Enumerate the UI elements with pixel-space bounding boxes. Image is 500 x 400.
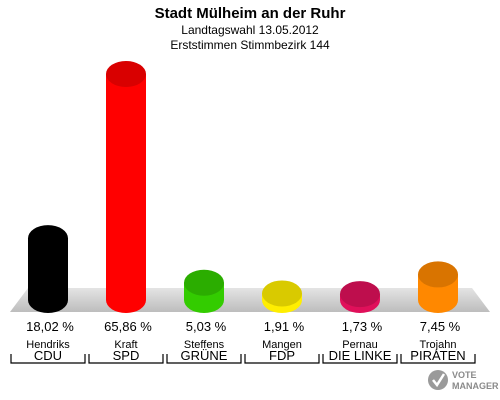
category-bracket xyxy=(88,354,164,364)
bar-cap xyxy=(28,225,68,252)
tick-label: FDP xyxy=(269,348,295,363)
category-bracket xyxy=(322,354,398,364)
bar-cap xyxy=(418,261,458,288)
bar-piraten xyxy=(418,261,458,313)
bar-die-linke xyxy=(340,281,380,313)
bar-cap xyxy=(262,280,302,307)
category-bracket xyxy=(400,354,476,364)
bars-group xyxy=(28,61,458,313)
tick-label: DIE LINKE xyxy=(329,348,392,363)
vote-manager-watermark: VOTE MANAGER xyxy=(428,370,499,391)
value-label: 5,03 % xyxy=(186,319,227,334)
value-label: 18,02 % xyxy=(26,319,74,334)
bar-body xyxy=(106,74,146,313)
candidate-label: Trojahn xyxy=(420,339,457,351)
tick-label: CDU xyxy=(34,348,62,363)
tick-label: SPD xyxy=(113,348,140,363)
watermark-vote: VOTE xyxy=(452,370,477,380)
bar-cap xyxy=(184,269,224,296)
value-label: 7,45 % xyxy=(420,319,461,334)
value-label: 1,91 % xyxy=(264,319,305,334)
chart-subtitle-date: Landtagswahl 13.05.2012 xyxy=(181,23,319,37)
chart-subtitle-district: Erststimmen Stimmbezirk 144 xyxy=(170,38,330,52)
bar-grüne xyxy=(184,269,224,313)
chart-title: Stadt Mülheim an der Ruhr xyxy=(155,5,346,22)
candidate-label: Pernau xyxy=(342,339,377,351)
candidate-label: Mangen xyxy=(262,339,302,351)
tick-label: PIRATEN xyxy=(410,348,465,363)
bar-cap xyxy=(340,281,380,308)
bar-cap xyxy=(106,61,146,87)
category-bracket xyxy=(166,354,242,364)
watermark-manager: MANAGER xyxy=(452,381,499,391)
candidate-label: Kraft xyxy=(114,339,137,351)
value-label: 1,73 % xyxy=(342,319,383,334)
category-bracket xyxy=(10,354,86,364)
bar-cdu xyxy=(28,225,68,313)
candidate-label: Hendriks xyxy=(26,339,70,351)
value-label: 65,86 % xyxy=(104,319,152,334)
bar-fdp xyxy=(262,280,302,313)
bar-spd xyxy=(106,61,146,313)
vote-check-icon xyxy=(428,370,448,390)
candidate-label: Steffens xyxy=(184,339,225,351)
bar-body xyxy=(28,238,68,313)
tick-label: GRÜNE xyxy=(181,348,228,363)
category-bracket xyxy=(244,354,320,364)
